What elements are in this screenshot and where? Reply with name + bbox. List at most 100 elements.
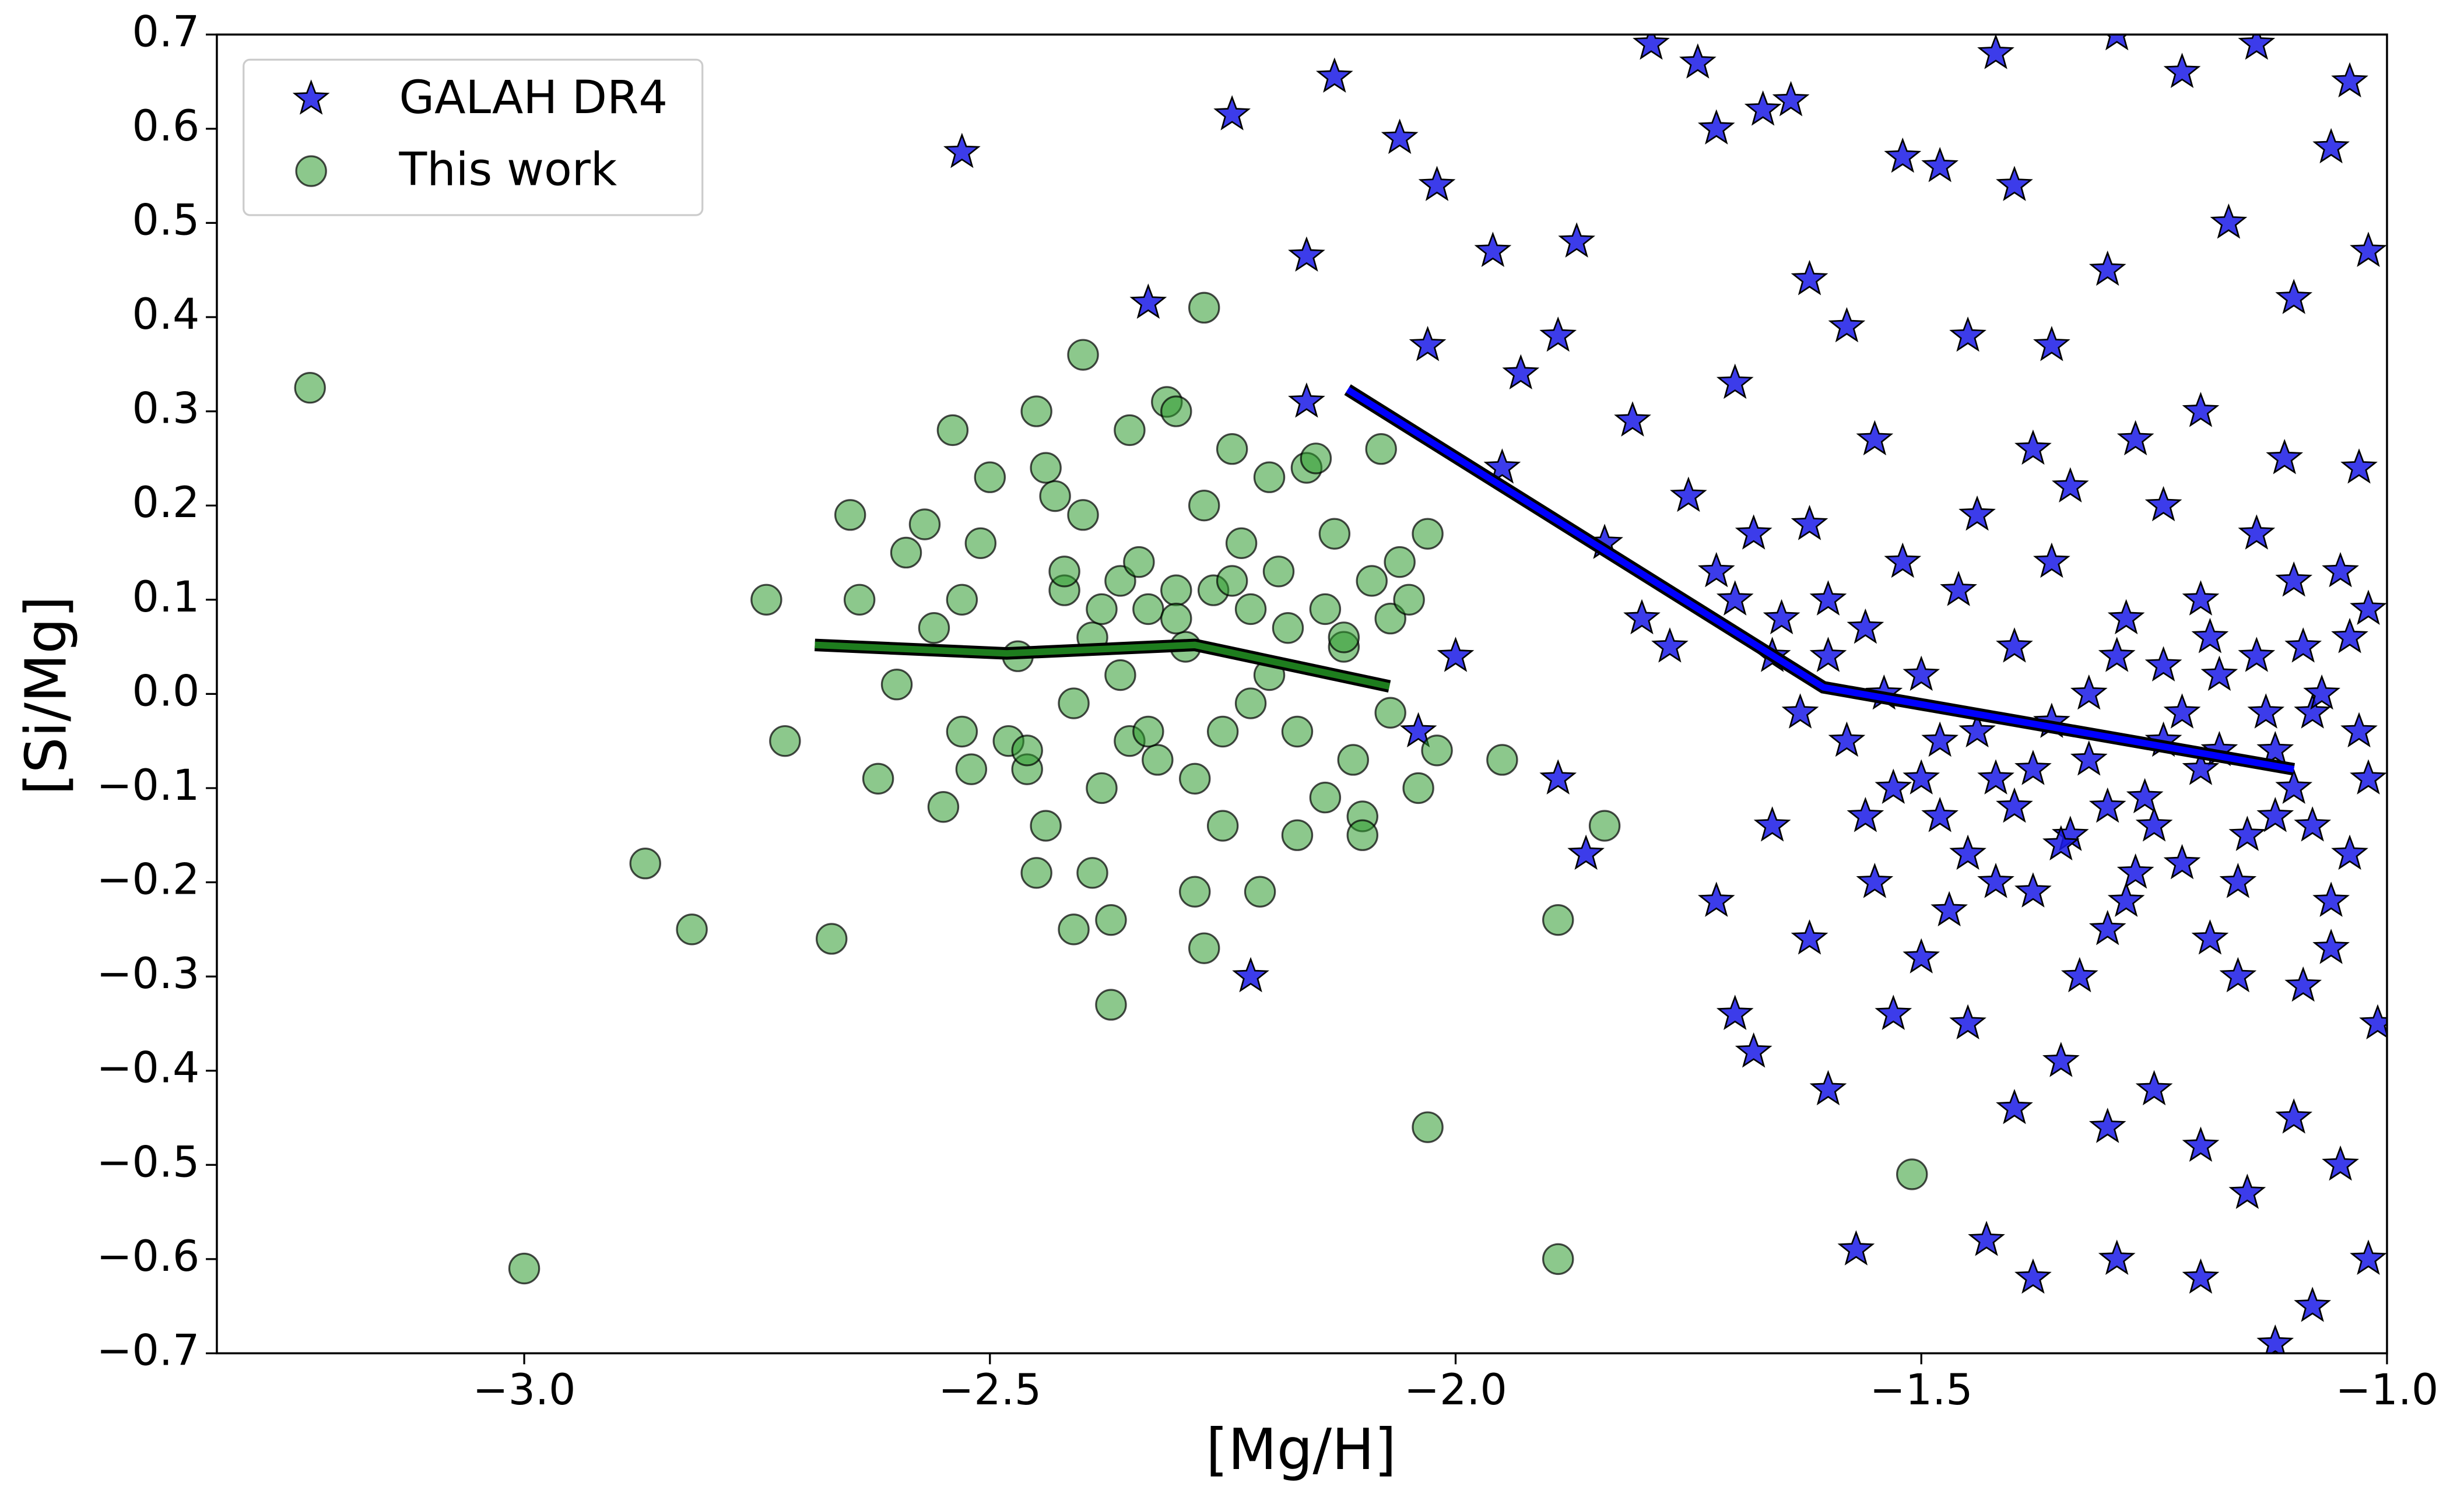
- star-point: [1399, 712, 1437, 748]
- star-point: [1977, 759, 2014, 795]
- circle-point: [1234, 687, 1267, 719]
- star-point: [2350, 1239, 2387, 1275]
- star-point: [2256, 796, 2294, 832]
- star-point: [1921, 147, 1959, 182]
- star-point: [1875, 768, 1912, 804]
- y-tick-label: 0.6: [132, 101, 200, 151]
- circle-point: [629, 848, 661, 880]
- star-point: [2089, 1108, 2126, 1143]
- x-axis-label: [Mg/H]: [1206, 1417, 1396, 1482]
- circle-point: [974, 461, 1006, 493]
- star-point: [2014, 750, 2052, 785]
- star-point: [2144, 486, 2182, 522]
- star-point: [1977, 34, 2014, 69]
- star-point: [2266, 438, 2304, 475]
- star-point: [2144, 646, 2182, 681]
- y-tick-label: 0.5: [132, 195, 200, 245]
- star-point: [1996, 1088, 2033, 1125]
- star-point: [2163, 52, 2201, 88]
- star-point: [2238, 637, 2276, 672]
- star-point: [1781, 693, 1819, 729]
- star-point: [1903, 938, 1940, 974]
- star-point: [2284, 627, 2322, 663]
- star-point: [1847, 608, 1884, 644]
- star-point: [2105, 34, 2129, 51]
- circle-point: [1374, 602, 1406, 635]
- star-point: [2126, 778, 2164, 814]
- circle-point: [1225, 527, 1258, 560]
- star-point: [2014, 872, 2052, 908]
- star-point: [1716, 995, 1754, 1030]
- star-point: [1567, 834, 1605, 870]
- star-point: [2135, 806, 2173, 842]
- circle-point: [880, 668, 913, 701]
- circle-point: [1160, 395, 1192, 427]
- circle-point: [1142, 744, 1174, 776]
- legend-marker: [292, 79, 330, 115]
- star-point: [2322, 1145, 2359, 1181]
- circle-point: [1132, 593, 1164, 626]
- circle-point: [1188, 291, 1220, 324]
- star-point: [2219, 863, 2257, 898]
- star-point: [1828, 721, 1866, 757]
- circle-point: [1086, 593, 1118, 626]
- x-tick-label: −3.0: [473, 1365, 576, 1415]
- star-point: [1651, 627, 1689, 663]
- circle-point: [1179, 876, 1211, 908]
- star-point: [1716, 363, 1754, 399]
- star-point: [1903, 655, 1940, 691]
- star-point: [2322, 551, 2359, 588]
- legend-label: GALAH DR4: [399, 71, 668, 124]
- star-point: [1315, 57, 1353, 93]
- star-point: [1735, 514, 1772, 550]
- y-tick-label: 0.7: [132, 7, 200, 57]
- circle-point: [508, 1252, 540, 1285]
- circle-point: [1300, 442, 1332, 475]
- star-point: [2294, 1287, 2332, 1322]
- star-point: [2238, 34, 2276, 60]
- star-point: [2182, 750, 2220, 785]
- star-point: [1474, 231, 1512, 267]
- star-point: [2182, 392, 2220, 427]
- star-point: [2350, 589, 2387, 626]
- star-point: [2163, 844, 2201, 880]
- star-point: [1679, 43, 1717, 79]
- star-point: [2275, 1098, 2313, 1134]
- star-point: [2014, 1258, 2052, 1294]
- star-point: [2275, 768, 2313, 804]
- star-point: [2350, 759, 2387, 795]
- star-point: [1921, 796, 1959, 832]
- trend-line: [815, 641, 1391, 690]
- circle-point: [1188, 489, 1220, 522]
- circle-point: [1020, 857, 1052, 889]
- star-point: [1903, 759, 1940, 795]
- star-point: [2182, 580, 2220, 616]
- circle-point: [816, 923, 848, 955]
- circle-point: [1412, 518, 1444, 550]
- star-point: [2331, 62, 2368, 98]
- circle-point: [769, 725, 801, 757]
- star-point: [2228, 1173, 2266, 1209]
- star-point: [1977, 863, 2014, 898]
- x-tick-label: −2.0: [1404, 1365, 1507, 1415]
- circle-point: [676, 913, 708, 946]
- star-point: [1129, 283, 1167, 319]
- star-point: [2312, 881, 2350, 917]
- circle-point: [1114, 414, 1146, 447]
- circle-point: [1365, 433, 1397, 465]
- circle-point: [1384, 546, 1416, 578]
- circle-point: [1030, 452, 1062, 484]
- legend-box: [243, 58, 704, 216]
- circle-point: [918, 612, 950, 644]
- circle-point: [1281, 715, 1314, 748]
- star-point: [2238, 514, 2276, 550]
- star-point: [2219, 957, 2257, 993]
- circle-point: [946, 584, 978, 616]
- star-point: [2070, 674, 2108, 710]
- star-point: [2284, 966, 2322, 1002]
- star-point: [1828, 307, 1866, 343]
- star-point: [2163, 693, 2201, 729]
- circle-point: [1067, 499, 1099, 531]
- star-point: [2256, 730, 2294, 767]
- circle-point: [946, 715, 978, 748]
